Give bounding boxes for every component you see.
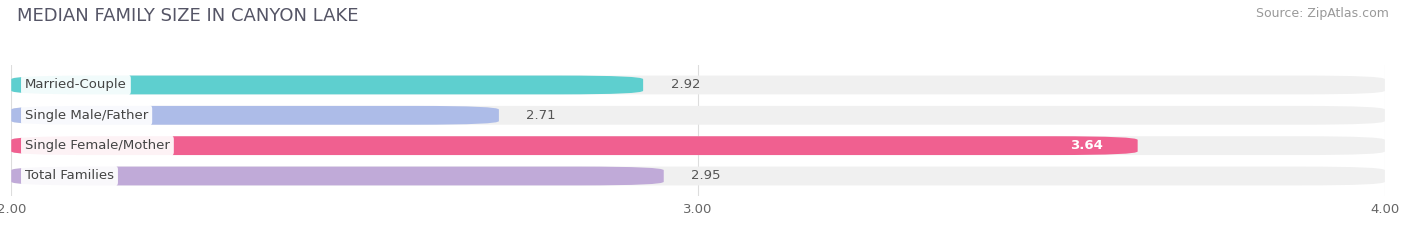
FancyBboxPatch shape [11, 167, 1385, 185]
FancyBboxPatch shape [11, 136, 1385, 155]
Text: 3.64: 3.64 [1070, 139, 1104, 152]
Text: 2.71: 2.71 [526, 109, 555, 122]
Text: Married-Couple: Married-Couple [25, 79, 127, 92]
FancyBboxPatch shape [11, 75, 1385, 94]
FancyBboxPatch shape [11, 167, 664, 185]
Text: 2.95: 2.95 [692, 169, 721, 182]
Text: Single Male/Father: Single Male/Father [25, 109, 148, 122]
FancyBboxPatch shape [11, 106, 1385, 125]
Text: Source: ZipAtlas.com: Source: ZipAtlas.com [1256, 7, 1389, 20]
Text: 2.92: 2.92 [671, 79, 700, 92]
FancyBboxPatch shape [11, 75, 643, 94]
Text: Single Female/Mother: Single Female/Mother [25, 139, 170, 152]
Text: Total Families: Total Families [25, 169, 114, 182]
FancyBboxPatch shape [11, 136, 1137, 155]
FancyBboxPatch shape [11, 106, 499, 125]
Text: MEDIAN FAMILY SIZE IN CANYON LAKE: MEDIAN FAMILY SIZE IN CANYON LAKE [17, 7, 359, 25]
